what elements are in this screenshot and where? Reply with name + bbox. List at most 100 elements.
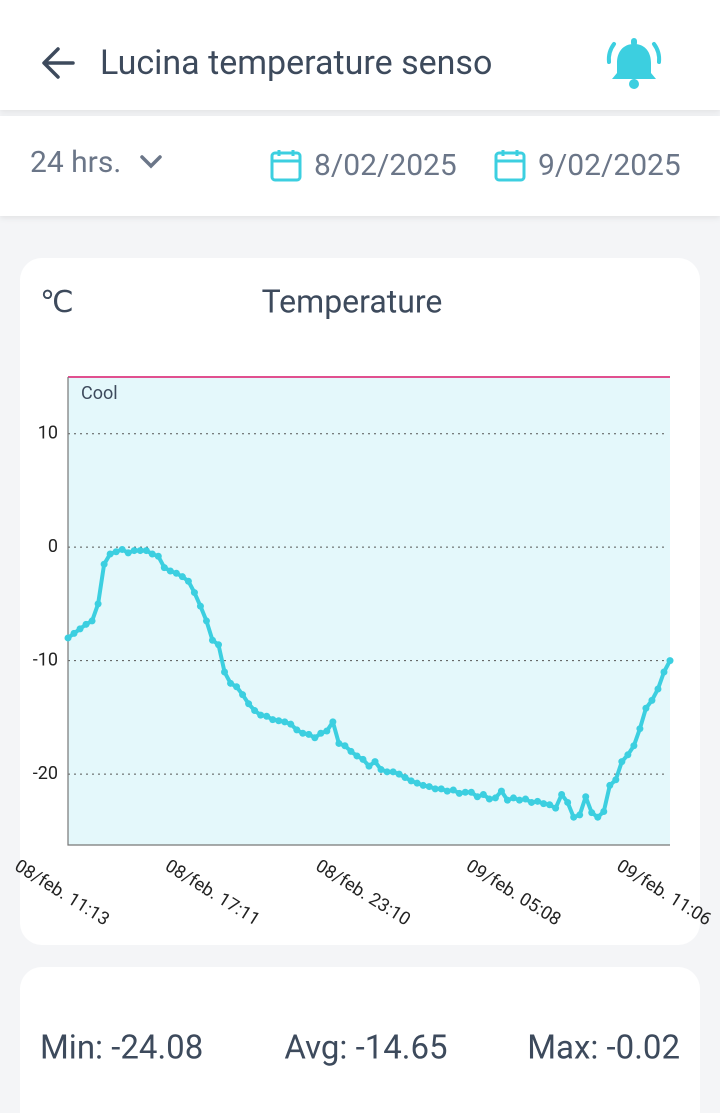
point — [359, 755, 367, 763]
point — [154, 552, 162, 560]
range-select[interactable]: 24 hrs. — [30, 145, 121, 180]
point — [184, 577, 192, 585]
point — [425, 783, 433, 791]
point — [136, 547, 144, 555]
page-title: Lucina temperature senso — [100, 43, 492, 83]
point — [594, 813, 602, 821]
point — [618, 758, 626, 766]
date-to[interactable]: 9/02/2025 — [538, 148, 681, 183]
axis — [67, 377, 670, 846]
point — [534, 797, 542, 805]
point — [257, 711, 265, 719]
point — [112, 548, 120, 556]
point — [94, 600, 102, 608]
point — [70, 629, 78, 637]
point — [299, 729, 307, 737]
point — [251, 707, 259, 715]
point — [160, 564, 168, 572]
alarm-button[interactable] — [606, 38, 662, 89]
point — [208, 636, 216, 644]
point — [335, 739, 343, 747]
y-tick-label: 0 — [48, 536, 58, 557]
point — [467, 788, 475, 796]
point — [395, 770, 403, 778]
point — [485, 795, 493, 803]
point — [341, 742, 349, 750]
point — [522, 795, 530, 803]
filter-bar — [0, 116, 720, 216]
point — [528, 798, 536, 806]
point — [491, 794, 499, 802]
point — [582, 793, 590, 801]
point — [624, 751, 632, 759]
point — [443, 787, 451, 795]
point — [106, 550, 114, 558]
point — [82, 620, 90, 628]
app-bar — [0, 0, 720, 110]
point — [166, 567, 174, 575]
point — [124, 549, 132, 557]
point — [329, 718, 337, 726]
point — [401, 773, 409, 781]
chart-title: Temperature — [262, 282, 443, 320]
stat-min: Min: -24.08 — [40, 1029, 203, 1068]
point — [407, 777, 415, 785]
calendar-icon — [270, 150, 302, 182]
point — [190, 589, 198, 597]
point — [221, 668, 229, 676]
point — [413, 779, 421, 787]
point — [588, 809, 596, 817]
point — [245, 700, 253, 708]
stat-max: Max: -0.02 — [527, 1029, 680, 1068]
point — [287, 720, 295, 728]
y-tick-label: -20 — [33, 763, 58, 784]
threshold-label: Cool — [81, 383, 118, 404]
point — [263, 712, 271, 720]
back-button[interactable] — [42, 47, 75, 79]
point — [227, 679, 235, 687]
point — [347, 747, 355, 755]
point — [509, 794, 517, 802]
point — [365, 762, 373, 770]
point — [202, 617, 210, 625]
point — [371, 758, 379, 766]
point — [503, 796, 511, 804]
point — [636, 725, 644, 733]
point — [64, 634, 72, 642]
point — [233, 683, 241, 691]
point — [606, 781, 614, 789]
zone — [68, 377, 670, 845]
point — [353, 752, 361, 760]
point — [642, 704, 650, 712]
point — [437, 785, 445, 793]
point — [178, 573, 186, 581]
point — [76, 625, 84, 633]
y-tick-label: -10 — [33, 649, 58, 670]
point — [100, 560, 108, 568]
y-tick-label: 10 — [38, 422, 58, 443]
y-axis-label: ℃ — [40, 285, 74, 320]
point — [323, 727, 331, 735]
point — [431, 785, 439, 793]
point — [612, 776, 620, 784]
point — [281, 718, 289, 726]
point — [648, 696, 656, 704]
point — [239, 691, 247, 699]
calendar-icon — [494, 150, 526, 182]
point — [118, 545, 126, 553]
point — [293, 726, 301, 734]
point — [311, 734, 319, 742]
point — [576, 811, 584, 819]
point — [540, 800, 548, 808]
point — [654, 685, 662, 693]
point — [497, 787, 505, 795]
stat-avg: Avg: -14.65 — [284, 1029, 447, 1068]
point — [546, 801, 554, 809]
date-from[interactable]: 8/02/2025 — [314, 148, 457, 183]
point — [516, 796, 523, 804]
point — [305, 730, 313, 738]
point — [142, 547, 150, 555]
point — [317, 729, 325, 737]
